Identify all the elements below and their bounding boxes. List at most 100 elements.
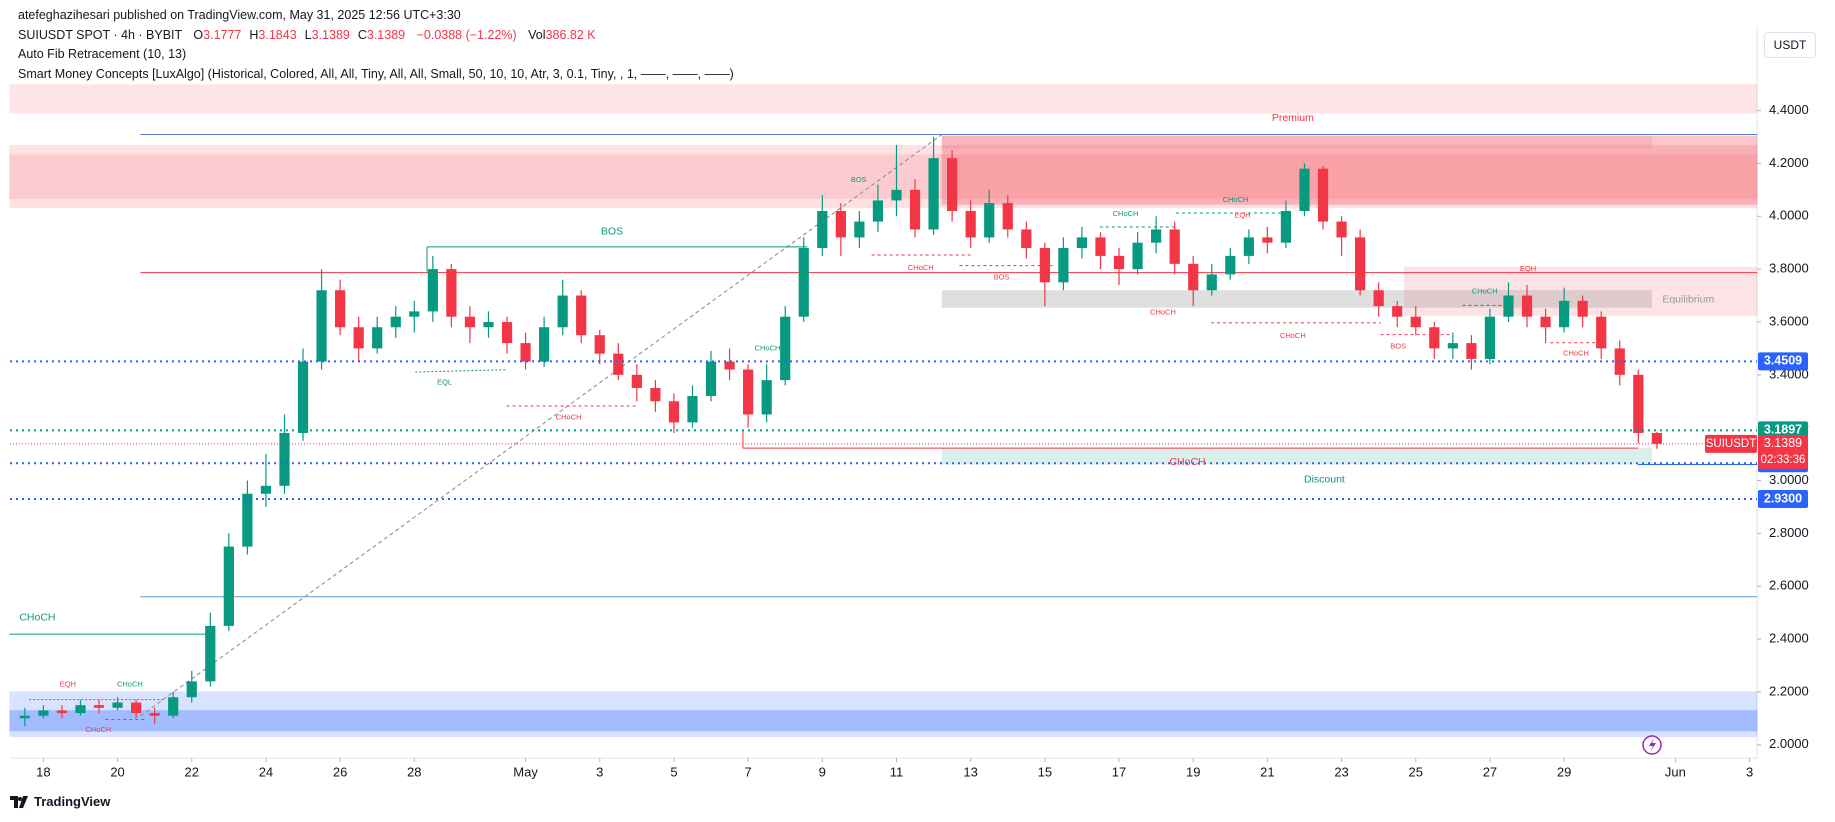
candle-body bbox=[1317, 168, 1329, 222]
zone bbox=[941, 135, 1758, 205]
indicator[interactable]: Smart Money Concepts [LuxAlgo] (Historic… bbox=[18, 66, 734, 81]
candle-body bbox=[205, 625, 216, 682]
x-tick-label: 15 bbox=[1038, 764, 1052, 779]
x-tick-label: Jun bbox=[1665, 764, 1686, 779]
candle-body bbox=[761, 380, 772, 415]
annotation: EQH bbox=[1520, 264, 1536, 273]
candle-body bbox=[409, 311, 420, 317]
y-tick-label: 2.0000 bbox=[1769, 736, 1809, 751]
x-tick-label: 5 bbox=[670, 764, 677, 779]
marks: 2.00002.20002.40002.60002.80003.00003.20… bbox=[10, 102, 1809, 779]
annotation: CHoCH bbox=[556, 413, 582, 422]
candle-body bbox=[668, 401, 680, 423]
countdown: 02:33:36 bbox=[1761, 454, 1806, 466]
candle-body bbox=[1633, 374, 1644, 433]
candle-body bbox=[539, 327, 550, 362]
candle-body bbox=[1169, 229, 1180, 264]
candle-body bbox=[1021, 229, 1032, 248]
x-tick-label: 3 bbox=[1746, 764, 1753, 779]
candle-body bbox=[1596, 316, 1607, 349]
price-tag-label: 3.1897 bbox=[1764, 423, 1802, 437]
candle-body bbox=[19, 715, 30, 719]
x-tick-label: 9 bbox=[819, 764, 826, 779]
candle-body bbox=[984, 203, 995, 238]
candle-body bbox=[650, 388, 661, 402]
candle-body bbox=[186, 681, 197, 698]
x-tick-label: 17 bbox=[1112, 764, 1126, 779]
y-tick-label: 3.6000 bbox=[1769, 313, 1809, 328]
ohlc: O3.1777 H3.1843 L3.1389 C3.1389 bbox=[185, 28, 405, 42]
candle-body bbox=[631, 374, 642, 389]
candle-body bbox=[613, 353, 624, 375]
y-tick-label: 3.0000 bbox=[1769, 472, 1809, 487]
ohlc-value: 3.1777 bbox=[203, 27, 242, 42]
candle-body bbox=[1039, 247, 1050, 283]
published: atefeghazihesari published on TradingVie… bbox=[18, 8, 461, 22]
annotation: EQL bbox=[437, 378, 452, 387]
candle-body bbox=[705, 361, 717, 396]
price-tag-label: 2.9300 bbox=[1764, 491, 1802, 505]
annotation: CHoCH bbox=[85, 725, 111, 734]
candle-body bbox=[1503, 295, 1514, 317]
annotation: CHoCH bbox=[1169, 456, 1205, 468]
candle-body bbox=[1651, 432, 1662, 444]
symbol: SUIUSDT SPOT · 4h · BYBIT bbox=[18, 27, 182, 42]
candle-body bbox=[928, 158, 939, 230]
annotation: BOS bbox=[851, 175, 867, 184]
candle-body bbox=[1559, 300, 1570, 328]
ohlc-label: L bbox=[304, 27, 312, 42]
price-tag-label: 3.4509 bbox=[1764, 354, 1802, 368]
zones bbox=[9, 84, 1758, 738]
y-tick-label: 3.8000 bbox=[1769, 261, 1809, 276]
zone bbox=[941, 290, 1653, 308]
change: −0.0388 (−1.22%) bbox=[416, 27, 517, 42]
annotation: BOS bbox=[601, 225, 623, 237]
y-tick-label: 4.2000 bbox=[1769, 155, 1809, 170]
x-tick-label: 22 bbox=[185, 764, 199, 779]
annotation: CHoCH bbox=[908, 263, 934, 272]
candle-body bbox=[557, 295, 568, 328]
x-tick-label: 29 bbox=[1557, 764, 1571, 779]
candle-body bbox=[1392, 306, 1403, 317]
candle-body bbox=[372, 327, 383, 349]
candle-body bbox=[427, 269, 438, 312]
candle-body bbox=[1151, 229, 1162, 243]
candle-body bbox=[1113, 255, 1125, 270]
candle-body bbox=[1132, 242, 1143, 270]
indicator[interactable]: Auto Fib Retracement (10, 13) bbox=[18, 47, 187, 61]
candle-body bbox=[1206, 274, 1217, 291]
candle-body bbox=[854, 221, 865, 238]
x-tick-label: 27 bbox=[1483, 764, 1497, 779]
candle-body bbox=[1577, 300, 1588, 317]
x-tick-label: 20 bbox=[110, 764, 124, 779]
volume: 386.82 K bbox=[545, 27, 596, 42]
candle-body bbox=[947, 158, 958, 211]
symbol-tag bbox=[1705, 434, 1757, 453]
footer: TradingView bbox=[10, 794, 110, 809]
logo bbox=[10, 795, 28, 808]
annotation: EQH bbox=[60, 679, 76, 688]
annotation: CHoCH bbox=[1150, 307, 1176, 316]
currency-button[interactable]: USDT bbox=[1764, 32, 1816, 58]
ohlc-label: O bbox=[193, 27, 204, 42]
candle-body bbox=[1243, 237, 1254, 256]
annotation: CHoCH bbox=[1563, 348, 1589, 357]
x-tick-label: 19 bbox=[1186, 764, 1200, 779]
candle-body bbox=[872, 200, 884, 222]
candle-body bbox=[112, 702, 123, 708]
candle-body bbox=[1076, 237, 1088, 248]
candle-body bbox=[93, 705, 105, 708]
candle-body bbox=[38, 710, 49, 716]
candle-body bbox=[1002, 203, 1013, 230]
candle-body bbox=[520, 343, 531, 362]
candle-body bbox=[1484, 316, 1496, 359]
alert-icon[interactable] bbox=[1642, 735, 1662, 755]
annotation: CHoCH bbox=[1223, 195, 1249, 204]
candle-body bbox=[1225, 255, 1236, 275]
candle-body bbox=[1521, 295, 1533, 317]
candle-body bbox=[891, 189, 902, 201]
candle-body bbox=[1410, 316, 1421, 328]
candle-body bbox=[1447, 343, 1458, 349]
